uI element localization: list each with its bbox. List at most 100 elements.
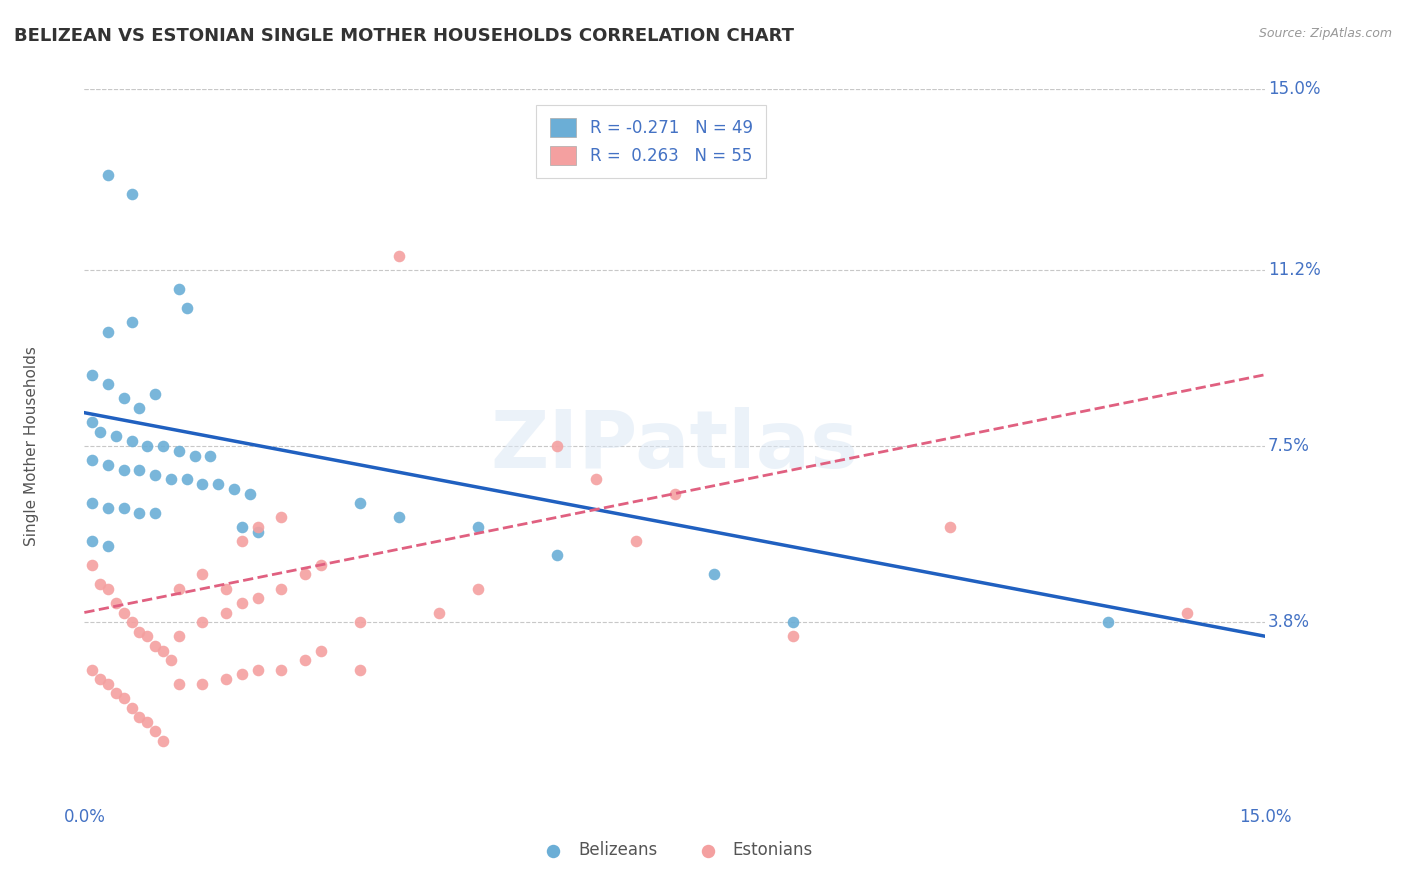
- Point: [231, 667, 253, 681]
- Point: [152, 734, 174, 748]
- Point: [270, 58, 292, 72]
- Point: [143, 724, 166, 739]
- Point: [349, 615, 371, 629]
- Point: [349, 496, 371, 510]
- Point: [294, 653, 316, 667]
- Point: [143, 386, 166, 401]
- Point: [176, 472, 198, 486]
- Point: [207, 477, 229, 491]
- Point: [309, 643, 332, 657]
- Point: [82, 558, 104, 572]
- Point: [82, 415, 104, 429]
- Text: 3.8%: 3.8%: [1268, 613, 1310, 631]
- Point: [152, 439, 174, 453]
- Point: [467, 582, 489, 596]
- Point: [388, 249, 411, 263]
- Text: BELIZEAN VS ESTONIAN SINGLE MOTHER HOUSEHOLDS CORRELATION CHART: BELIZEAN VS ESTONIAN SINGLE MOTHER HOUSE…: [14, 27, 794, 45]
- Point: [167, 443, 190, 458]
- Point: [97, 582, 120, 596]
- Point: [703, 567, 725, 582]
- Point: [128, 624, 150, 639]
- Point: [546, 549, 568, 563]
- Point: [239, 486, 262, 500]
- Text: 11.2%: 11.2%: [1268, 261, 1320, 279]
- Point: [939, 520, 962, 534]
- Point: [222, 482, 245, 496]
- Point: [231, 520, 253, 534]
- Point: [97, 377, 120, 392]
- Point: [121, 434, 143, 449]
- Point: [97, 500, 120, 515]
- Point: [121, 315, 143, 329]
- Point: [270, 582, 292, 596]
- Point: [143, 639, 166, 653]
- Point: [231, 596, 253, 610]
- Point: [246, 520, 269, 534]
- Point: [112, 606, 135, 620]
- Point: [82, 368, 104, 382]
- Point: [246, 524, 269, 539]
- Point: [167, 677, 190, 691]
- Point: [136, 439, 159, 453]
- Point: [89, 577, 111, 591]
- Point: [782, 629, 804, 643]
- Point: [97, 168, 120, 182]
- Point: [121, 615, 143, 629]
- Point: [160, 653, 183, 667]
- Point: [104, 596, 127, 610]
- Point: [215, 672, 238, 686]
- Point: [546, 439, 568, 453]
- Point: [246, 591, 269, 606]
- Point: [160, 472, 183, 486]
- Point: [128, 506, 150, 520]
- Point: [191, 477, 214, 491]
- Point: [121, 700, 143, 714]
- Point: [191, 615, 214, 629]
- Point: [191, 567, 214, 582]
- Point: [624, 534, 647, 549]
- Point: [136, 629, 159, 643]
- Point: [167, 629, 190, 643]
- Point: [128, 710, 150, 724]
- Point: [82, 534, 104, 549]
- Text: Single Mother Households: Single Mother Households: [24, 346, 39, 546]
- Point: [143, 506, 166, 520]
- Point: [104, 686, 127, 700]
- Text: Source: ZipAtlas.com: Source: ZipAtlas.com: [1258, 27, 1392, 40]
- Point: [176, 301, 198, 315]
- Point: [97, 325, 120, 339]
- Point: [1097, 615, 1119, 629]
- Point: [467, 520, 489, 534]
- Point: [246, 663, 269, 677]
- Point: [183, 449, 205, 463]
- Point: [128, 401, 150, 415]
- Point: [112, 392, 135, 406]
- Point: [294, 567, 316, 582]
- Point: [112, 463, 135, 477]
- Point: [167, 582, 190, 596]
- Point: [388, 510, 411, 524]
- Point: [82, 453, 104, 467]
- Point: [215, 582, 238, 596]
- Point: [152, 643, 174, 657]
- Point: [82, 496, 104, 510]
- Point: [270, 663, 292, 677]
- Point: [136, 714, 159, 729]
- Point: [97, 458, 120, 472]
- Text: ZIPatlas: ZIPatlas: [491, 407, 859, 485]
- Point: [89, 672, 111, 686]
- Point: [89, 425, 111, 439]
- Text: 15.0%: 15.0%: [1268, 80, 1320, 98]
- Point: [270, 510, 292, 524]
- Point: [215, 606, 238, 620]
- Point: [143, 467, 166, 482]
- Point: [167, 282, 190, 296]
- Point: [82, 663, 104, 677]
- Point: [97, 677, 120, 691]
- Point: [97, 539, 120, 553]
- Point: [191, 677, 214, 691]
- Point: [585, 472, 607, 486]
- Point: [128, 463, 150, 477]
- Point: [782, 615, 804, 629]
- Point: [1175, 606, 1198, 620]
